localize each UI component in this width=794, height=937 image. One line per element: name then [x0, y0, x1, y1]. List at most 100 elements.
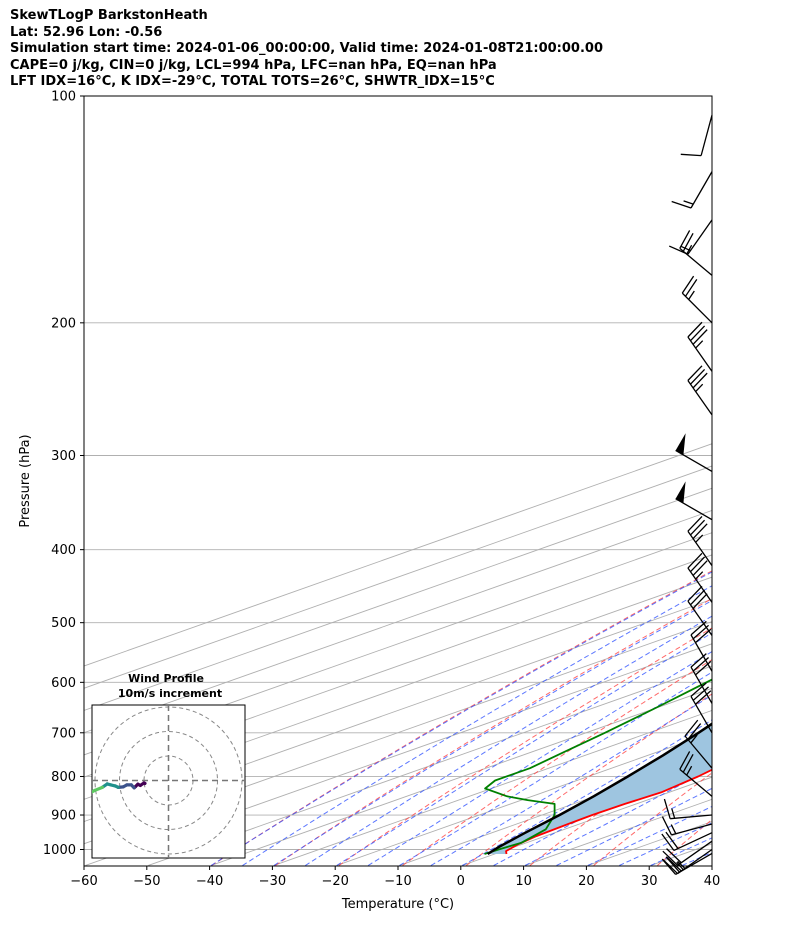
wind-barb-flag [695, 690, 712, 705]
x-axis-label: Temperature (°C) [341, 897, 454, 912]
isotherm-line [84, 465, 712, 689]
wind-barb-flag [692, 372, 708, 389]
wind-barb-flag [692, 560, 708, 576]
wind-barb-flag [692, 329, 708, 345]
wind-barb-half-flag [688, 290, 695, 300]
isotherm-line [148, 665, 712, 866]
wind-barb-flag [661, 816, 673, 836]
wind-barb [680, 114, 713, 157]
moist-adiabat-line [242, 585, 712, 866]
isotherm-line [776, 96, 794, 865]
isotherm-line [84, 621, 712, 845]
temperature-line [505, 768, 712, 855]
wind-barb-staff [687, 219, 713, 255]
wind-barb-staff [671, 823, 713, 836]
wind-barb-flag [679, 230, 691, 249]
moist-adiabat-line [430, 694, 712, 866]
parcel-shading [487, 723, 712, 854]
wind-barb-flag [671, 200, 692, 209]
dry-adiabat-line [275, 597, 712, 866]
wind-barb-flag [695, 628, 712, 644]
moist-adiabat-line [210, 571, 712, 866]
wind-barb-staff [677, 848, 713, 875]
wind-barb-flag [690, 519, 706, 536]
cape-line: CAPE=0 j/kg, CIN=0 j/kg, LCL=994 hPa, LF… [10, 57, 497, 73]
chart-title: SkewTLogP BarkstonHeath [10, 8, 208, 23]
wind-barb-flag [681, 275, 695, 294]
data-lines [484, 678, 712, 856]
wind-barb [687, 321, 713, 372]
wind-barb-staff [687, 600, 713, 636]
wind-barb [687, 585, 713, 636]
y-tick-label: 700 [51, 726, 76, 741]
isotherm-line [336, 732, 712, 866]
wind-barb-staff [690, 171, 713, 209]
wind-barb-staff [690, 696, 713, 734]
moist-adiabat-line [493, 744, 712, 866]
moist-adiabat-line [524, 767, 712, 866]
wind-barb-half-flag [676, 861, 684, 871]
x-tick-label: −30 [259, 874, 286, 889]
x-tick-label: −50 [133, 874, 160, 889]
wind-barb-half-flag [671, 808, 676, 819]
x-tick-label: 30 [641, 874, 658, 889]
wind-barb [663, 798, 713, 820]
wind-barb-pennant [675, 481, 686, 504]
wind-barb-half-flag [695, 383, 704, 393]
isotherm-line [85, 643, 712, 866]
indices-line: LFT IDX=16°C, K IDX=-29°C, TOTAL TOTS=26… [10, 74, 495, 89]
dry-adiabat-line [721, 96, 794, 866]
wind-barb-flag [665, 831, 679, 849]
wind-barb-flag [680, 153, 702, 157]
wind-barb-flag [662, 850, 679, 866]
hodograph-trace [92, 788, 97, 794]
y-tick-label: 1000 [43, 843, 76, 858]
wind-barb [687, 552, 713, 603]
x-tick-label: −10 [384, 874, 411, 889]
wind-barb-flag [663, 798, 671, 819]
wind-barb-half-flag [677, 860, 686, 869]
wind-barb-flag [687, 723, 702, 740]
wind-barb-staff [673, 832, 713, 852]
isotherm-line [84, 598, 712, 823]
wind-barb-flag [662, 859, 679, 875]
wind-barb [687, 365, 713, 416]
hodograph-trace [69, 801, 74, 805]
moist-adiabat-line [556, 787, 712, 866]
x-tick-label: 20 [578, 874, 595, 889]
wind-barb-flag [692, 657, 709, 672]
x-tick-label: −60 [70, 874, 97, 889]
y-tick-label: 100 [51, 90, 76, 105]
wind-barb-staff [687, 567, 713, 603]
wind-barb-staff [690, 634, 713, 672]
wind-barb-flag [668, 245, 689, 255]
wind-barb-staff [687, 530, 713, 566]
wind-barb [675, 433, 713, 473]
wind-barb [661, 831, 713, 852]
dewpoint-line [484, 678, 712, 855]
y-tick-label: 400 [51, 543, 76, 558]
x-tick-label: 40 [704, 874, 721, 889]
y-tick-label: 300 [51, 449, 76, 464]
wind-barb-half-flag [686, 765, 693, 776]
hodograph-trace [74, 798, 80, 801]
wind-barb [661, 816, 713, 836]
wind-barb [662, 848, 713, 875]
wind-barb-flag [666, 856, 682, 872]
wind-barb-staff [679, 768, 713, 797]
wind-barb-staff [670, 814, 713, 820]
moist-adiabat-line [273, 599, 712, 866]
wind-barb-flag [687, 516, 703, 532]
wind-barb-half-flag [670, 824, 677, 834]
time-line: Simulation start time: 2024-01-06_00:00:… [10, 41, 603, 56]
x-tick-label: 0 [457, 874, 465, 889]
dry-adiabat-line [465, 693, 712, 866]
wind-barb-staff [684, 735, 713, 769]
wind-barb-half-flag [695, 340, 704, 349]
wind-barb-staff [677, 840, 713, 866]
wind-barb-flag [684, 278, 698, 297]
wind-barb-pennant [675, 433, 686, 455]
wind-barb [690, 682, 713, 734]
wind-barb-half-flag [695, 571, 704, 580]
